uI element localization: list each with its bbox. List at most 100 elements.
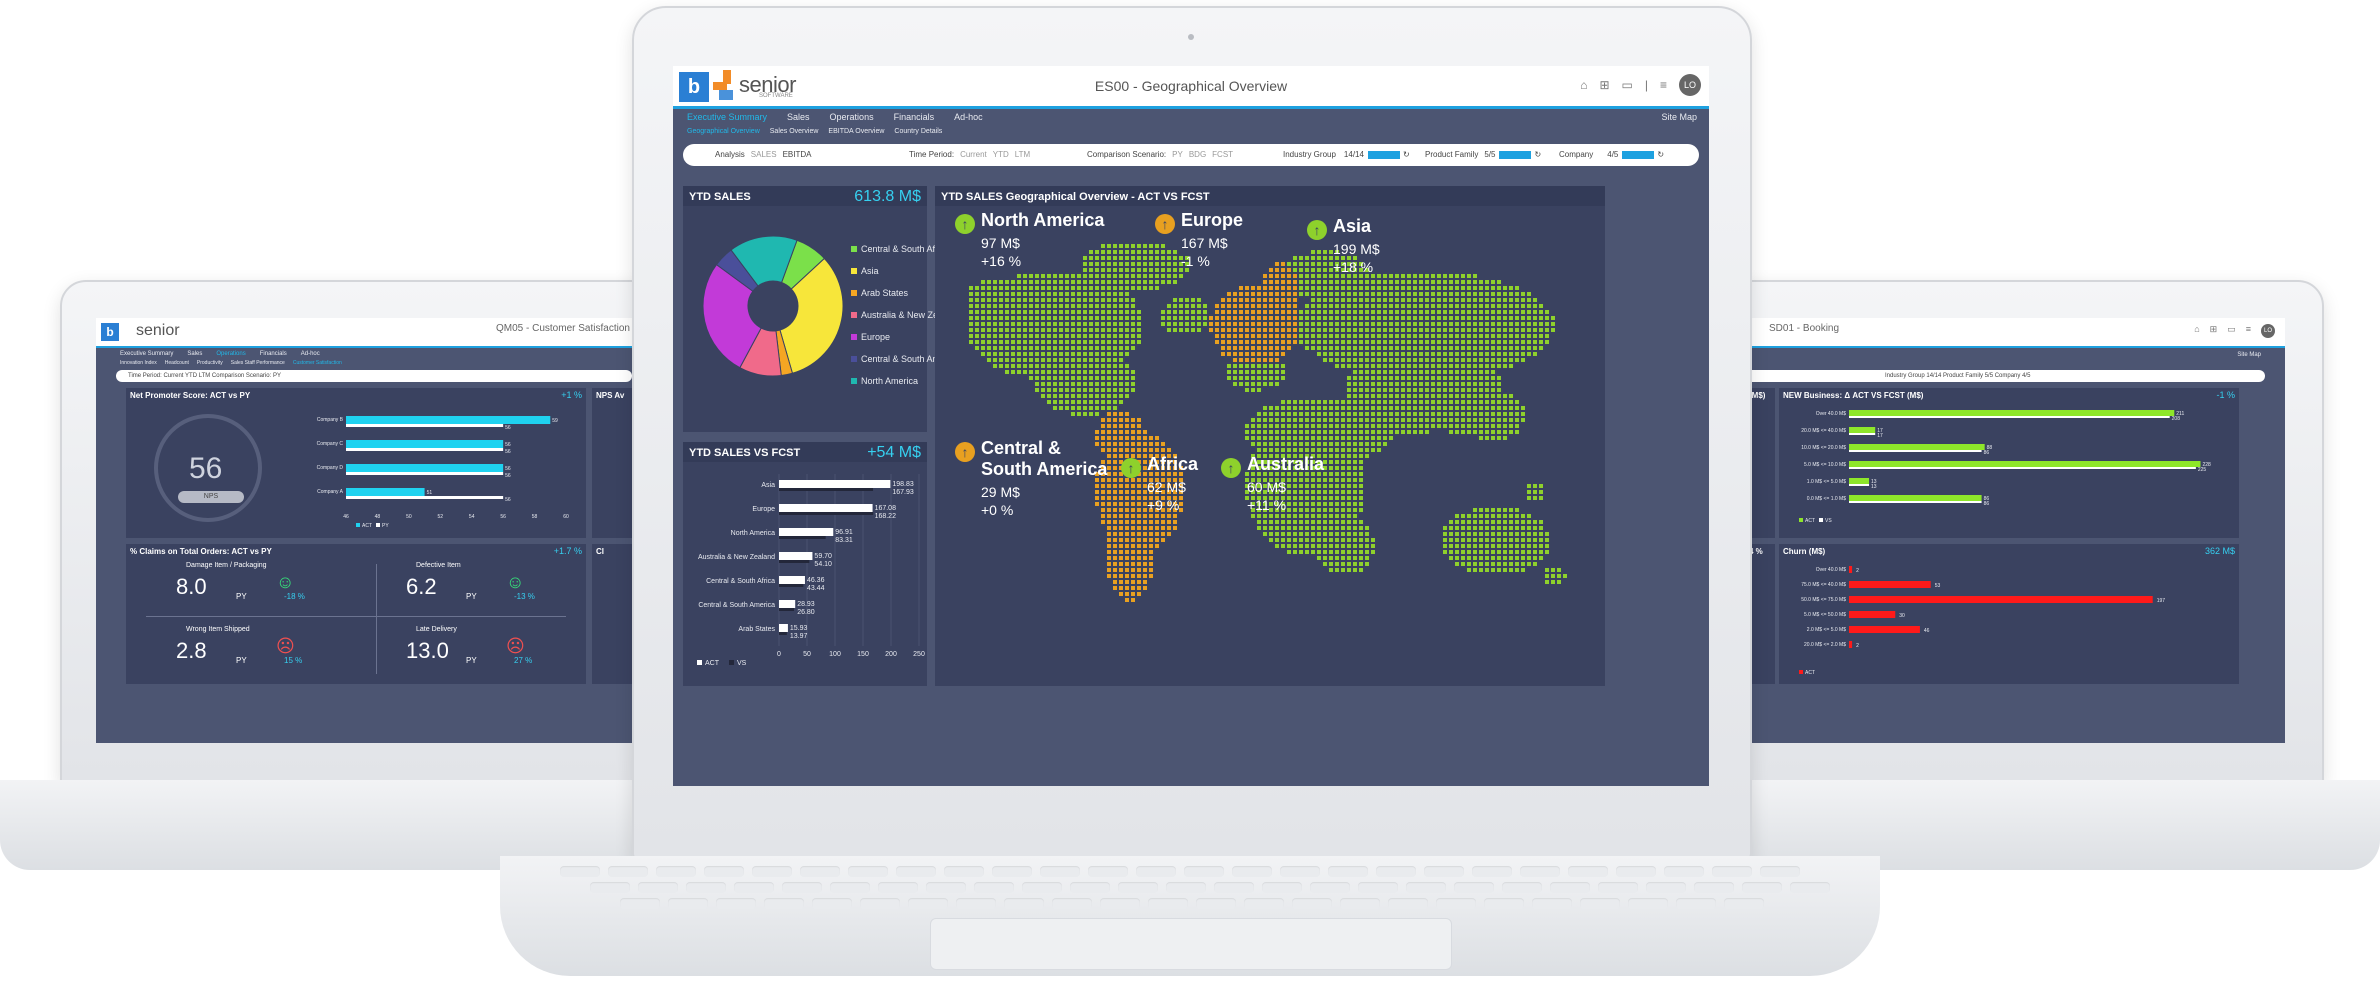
map-dot <box>1101 298 1105 302</box>
avatar[interactable]: LO <box>1679 74 1701 96</box>
map-dot <box>1341 430 1345 434</box>
map-dot <box>969 292 973 296</box>
keyboard-key <box>830 882 870 893</box>
map-dot <box>1365 550 1369 554</box>
time-option-ltm[interactable]: LTM <box>1014 150 1031 159</box>
right-filterbar[interactable]: Industry Group 14/14 Product Family 5/5 … <box>1745 370 2265 382</box>
map-dot <box>1311 520 1315 524</box>
nav-ad-hoc[interactable]: Ad-hoc <box>954 112 983 122</box>
industry-group-filter[interactable]: Industry Group 14/14 ↻ <box>1283 150 1410 159</box>
subnav-country-details[interactable]: Country Details <box>894 128 943 135</box>
map-dot <box>1143 496 1147 500</box>
map-dot <box>1059 394 1063 398</box>
map-dot <box>1335 538 1339 542</box>
nav-executive-summary[interactable]: Executive Summary <box>687 112 768 122</box>
refresh-icon[interactable]: ↻ <box>1534 150 1542 159</box>
subnav-geographical-overview[interactable]: Geographical Overview <box>687 128 760 135</box>
map-dot <box>1335 556 1339 560</box>
comparison-filter[interactable]: Comparison Scenario: PY BDG FCST <box>1087 150 1233 159</box>
hierarchy-icon[interactable]: ⊞ <box>2209 324 2218 334</box>
map-dot <box>1437 370 1441 374</box>
left-filterbar[interactable]: Time Period: Current YTD LTM Comparison … <box>116 370 632 382</box>
map-dot <box>1269 406 1273 410</box>
map-dot <box>1365 406 1369 410</box>
menu-icon[interactable]: ≡ <box>2245 324 2251 334</box>
map-dot <box>1527 328 1531 332</box>
comment-icon[interactable]: ▭ <box>2227 324 2236 334</box>
company-filter[interactable]: Company 4/5 ↻ <box>1559 150 1664 159</box>
comparison-option-py[interactable]: PY <box>1172 150 1183 159</box>
map-dot <box>1389 400 1393 404</box>
map-dot <box>1113 460 1117 464</box>
left-nav-item[interactable]: Ad-hoc <box>300 351 320 357</box>
map-dot <box>1341 514 1345 518</box>
nav-sales[interactable]: Sales <box>787 112 810 122</box>
left-subnav-item[interactable]: Customer Satisfaction <box>292 360 342 366</box>
hierarchy-icon[interactable]: ⊞ <box>1599 78 1610 92</box>
refresh-icon[interactable]: ↻ <box>1657 150 1665 159</box>
menu-icon[interactable]: ≡ <box>1659 78 1667 92</box>
home-icon[interactable]: ⌂ <box>2194 324 2200 334</box>
comparison-option-bdg[interactable]: BDG <box>1188 150 1207 159</box>
churn-row-label: 5.0 M$ <= 50.0 M$ <box>1804 612 1846 618</box>
map-dot <box>1413 352 1417 356</box>
map-dot <box>1251 352 1255 356</box>
left-nav-item[interactable]: Executive Summary <box>120 351 174 357</box>
map-dot <box>1461 310 1465 314</box>
left-nav-item[interactable]: Operations <box>216 351 246 357</box>
product-family-filter[interactable]: Product Family 5/5 ↻ <box>1425 150 1541 159</box>
map-dot <box>1335 262 1339 266</box>
map-dot <box>1149 436 1153 440</box>
refresh-icon[interactable]: ↻ <box>1402 150 1410 159</box>
nav-financials[interactable]: Financials <box>893 112 935 122</box>
comparison-option-fcst[interactable]: FCST <box>1212 150 1234 159</box>
map-dot <box>1083 280 1087 284</box>
map-dot <box>1497 514 1501 518</box>
kpi-label: Damage Item / Packaging <box>186 562 267 569</box>
left-subnav-item[interactable]: Sales Staff Performance <box>230 360 285 366</box>
map-dot <box>1365 328 1369 332</box>
map-dot <box>1161 244 1165 248</box>
map-dot <box>1359 508 1363 512</box>
map-dot <box>1155 280 1159 284</box>
nav-operations[interactable]: Operations <box>829 112 874 122</box>
map-dot <box>1311 454 1315 458</box>
left-app-header: b senior QM05 - Customer Satisfaction <box>96 318 636 346</box>
time-option-current[interactable]: Current <box>960 150 987 159</box>
comment-icon[interactable]: ▭ <box>1621 78 1633 92</box>
claims-panel: % Claims on Total Orders: ACT vs PY +1.7… <box>126 544 586 684</box>
map-dot <box>1047 292 1051 296</box>
map-dot <box>1113 550 1117 554</box>
left-subnav-item[interactable]: Innovation Index <box>120 360 157 366</box>
analysis-option-ebitda[interactable]: EBITDA <box>782 150 812 159</box>
left-subnav-item[interactable]: Headcount <box>164 360 189 366</box>
site-map-link[interactable]: Site Map <box>1661 112 1697 122</box>
time-option-ytd[interactable]: YTD <box>992 150 1009 159</box>
map-dot <box>1503 310 1507 314</box>
keyboard-key <box>1118 882 1158 893</box>
map-dot <box>1185 316 1189 320</box>
home-icon[interactable]: ⌂ <box>1580 78 1588 92</box>
map-dot <box>1437 304 1441 308</box>
map-dot <box>1281 508 1285 512</box>
logo-b[interactable]: b <box>679 72 709 102</box>
time-period-filter[interactable]: Time Period: Current YTD LTM <box>909 150 1030 159</box>
analysis-filter[interactable]: Analysis SALES EBITDA <box>715 150 812 159</box>
map-dot <box>1161 454 1165 458</box>
map-dot <box>1263 358 1267 362</box>
map-dot <box>1443 382 1447 386</box>
analysis-option-sales[interactable]: SALES <box>750 150 777 159</box>
avatar[interactable]: LO <box>2261 324 2275 338</box>
map-dot <box>1509 406 1513 410</box>
left-nav-item[interactable]: Sales <box>187 351 203 357</box>
map-dot <box>1395 304 1399 308</box>
left-subnav-item[interactable]: Productivity <box>196 360 223 366</box>
map-dot <box>1335 436 1339 440</box>
right-site-map[interactable]: Site Map <box>2237 352 2261 358</box>
map-dot <box>1305 544 1309 548</box>
subnav-sales-overview[interactable]: Sales Overview <box>769 128 819 135</box>
left-nav-item[interactable]: Financials <box>259 351 287 357</box>
map-dot <box>1341 442 1345 446</box>
subnav-ebitda-overview[interactable]: EBITDA Overview <box>828 128 885 135</box>
